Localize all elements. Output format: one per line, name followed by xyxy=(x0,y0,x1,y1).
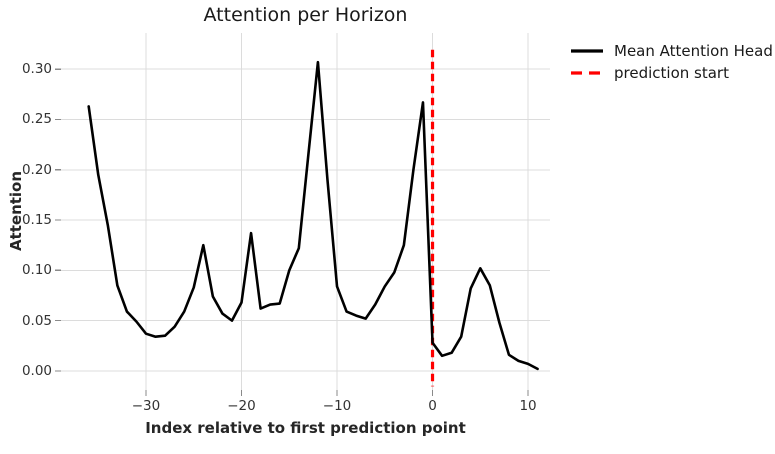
x-tick-label: 10 xyxy=(519,398,537,414)
y-tick-label: 0.00 xyxy=(21,362,52,379)
legend-row: prediction start xyxy=(571,62,773,84)
legend-label: Mean Attention Head xyxy=(614,42,773,60)
dashed-line-swatch xyxy=(571,71,603,75)
y-tick-label: 0.05 xyxy=(21,312,52,329)
y-tick-label: 0.30 xyxy=(21,61,52,78)
x-tick-label: −20 xyxy=(227,398,256,414)
y-tick-label: 0.10 xyxy=(21,262,52,279)
y-tick-label: 0.20 xyxy=(21,161,52,178)
mean-attention-line xyxy=(87,60,539,371)
chart-title: Attention per Horizon xyxy=(203,4,408,26)
y-tick-label: 0.15 xyxy=(21,212,52,229)
x-tick-label: −30 xyxy=(131,398,161,414)
legend-row: Mean Attention Head xyxy=(571,40,773,62)
legend: Mean Attention Head prediction start xyxy=(571,40,773,84)
x-tick-label: 0 xyxy=(428,398,437,414)
tick-marks xyxy=(55,68,529,396)
y-axis-label: Attention xyxy=(7,170,25,252)
y-tick-label: 0.25 xyxy=(21,111,52,128)
gridlines xyxy=(61,33,550,390)
legend-label: prediction start xyxy=(614,64,729,82)
solid-line-swatch xyxy=(571,49,603,53)
x-tick-label: −10 xyxy=(322,398,352,414)
x-axis-label: Index relative to first prediction point xyxy=(145,419,466,437)
